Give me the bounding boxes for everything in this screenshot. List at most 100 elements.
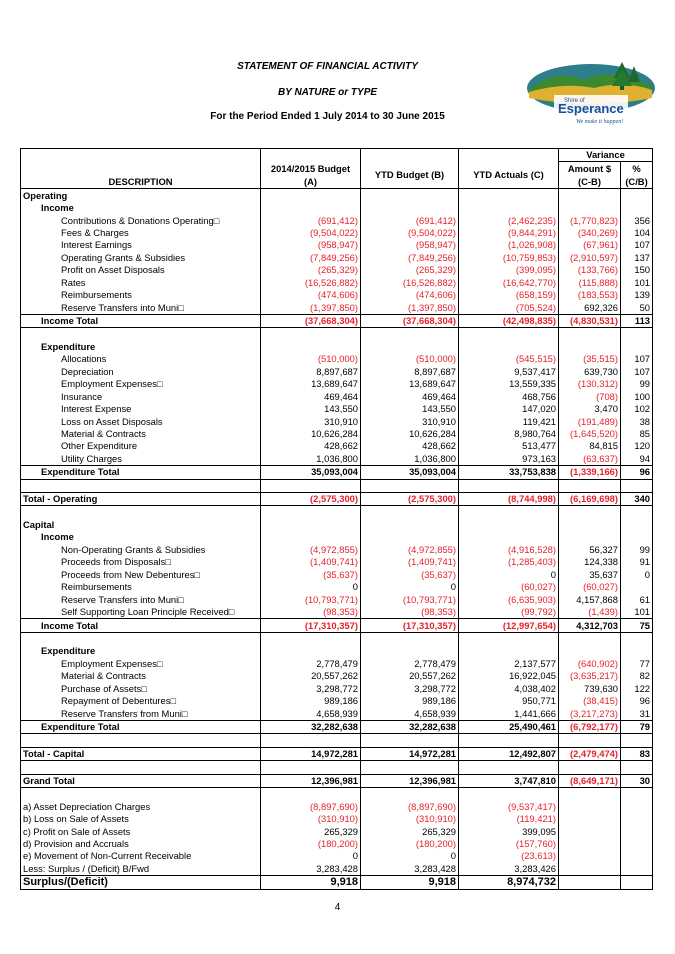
cell-b: 989,186 [360,694,459,708]
cell-c: 8,974,732 [458,875,559,890]
cell-b: 1,036,800 [360,452,459,466]
row-label: Reimbursements [20,288,261,302]
cell-d: 4,157,868 [558,593,621,606]
row-label: Expenditure Total [20,465,261,480]
table-row: Interest Earnings (958,947) (958,947) (1,02… [20,239,654,252]
cell-d: (3,217,273) [558,707,621,721]
row-label: Utility Charges [20,452,261,466]
cell-c [458,632,559,646]
cell-b [360,645,459,658]
cell-b: 265,329 [360,825,459,838]
cell-d: 739,630 [558,682,621,695]
table-row: Expenditure Total 32,282,638 32,282,638 25,… [20,719,654,735]
cell-d: 35,637 [558,568,621,581]
cell-b: (691,412) [360,214,459,227]
cell-e: 122 [620,682,654,695]
cell-a: (37,668,304) [260,313,361,329]
cell-d [558,518,621,532]
row-label: Income Total [20,618,261,633]
table-row [20,479,654,493]
cell-b: 4,658,939 [360,707,459,721]
table-row: Operating [20,188,654,202]
cell-c: 12,492,807 [458,746,559,762]
cell-e [620,327,654,341]
pct-header: % (C/B) [620,161,654,189]
row-label: Depreciation [20,365,261,378]
cell-e [620,733,654,748]
cell-b: (7,849,256) [360,251,459,265]
cell-d: (8,649,171) [558,773,621,789]
cell-c: (6,635,903) [458,593,559,606]
cell-c: 3,283,426 [458,862,559,876]
cell-a: (265,329) [260,264,361,277]
row-label: Contributions & Donations Operating□ [20,214,261,227]
row-label: Proceeds from Disposals□ [20,556,261,569]
cell-a [260,340,361,354]
cell-e: 356 [620,214,654,227]
cell-d: (340,269) [558,226,621,240]
table-row: Operating Grants & Subsidies (7,849,256)(… [20,251,654,265]
cell-c: (10,759,853) [458,251,559,265]
cell-c: (16,642,770) [458,276,559,289]
cell-c: 973,163 [458,452,559,466]
table-row: Expenditure [20,340,654,354]
table-row: Other Expenditure 428,662 428,662 513,477 84… [20,440,654,453]
cell-a [260,479,361,493]
cell-e: 120 [620,440,654,453]
cell-a [260,787,361,801]
cell-a: 12,396,981 [260,773,361,789]
cell-d [558,760,621,775]
cell-b: 14,972,281 [360,746,459,762]
cell-b [360,479,459,493]
row-label: Material & Contracts [20,427,261,441]
cell-a: (9,504,022) [260,226,361,240]
cell-b [360,188,459,202]
cell-a: 469,464 [260,390,361,403]
row-label: Non-Operating Grants & Subsidies [20,543,261,557]
cell-e: 102 [620,402,654,416]
cell-b: (16,526,882) [360,276,459,289]
row-label: c) Profit on Sale of Assets [20,825,261,838]
cell-b [360,340,459,354]
cell-b: 143,550 [360,402,459,416]
cell-b: 20,557,262 [360,670,459,683]
table-row [20,760,654,775]
cell-c: 25,490,461 [458,719,559,735]
cell-a: 13,689,647 [260,378,361,391]
cell-b: (37,668,304) [360,313,459,329]
cell-b: (17,310,357) [360,618,459,633]
table-row: Less: Surplus / (Deficit) B/Fwd 3,283,428… [20,862,654,876]
cell-e [620,850,654,863]
row-label: Material & Contracts [20,670,261,683]
table-row: Self Supporting Loan Principle Received□… [20,605,654,619]
row-label: Employment Expenses□ [20,657,261,671]
cell-d: (115,888) [558,276,621,289]
cell-d: (708) [558,390,621,403]
cell-e [620,201,654,215]
cell-c: 16,922,045 [458,670,559,683]
cell-e [620,837,654,851]
row-label [20,787,261,801]
cell-b: 9,918 [360,875,459,890]
cell-d [558,733,621,748]
budget-header: 2014/2015 Budget (A) [260,161,361,189]
table-row: c) Profit on Sale of Assets 265,329 265,32… [20,825,654,838]
cell-e [620,760,654,775]
logo-name: Esperance [558,101,624,116]
cell-d [558,862,621,876]
cell-e: 100 [620,390,654,403]
cell-e [620,800,654,813]
cell-d [558,505,621,519]
row-label: Repayment of Debentures□ [20,694,261,708]
cell-d: (1,439) [558,605,621,619]
cell-c [458,188,559,202]
shire-of-esperance-logo: Shire of Esperance We make it happen! [527,62,655,125]
table-row [20,787,654,801]
statement-title: STATEMENT OF FINANCIAL ACTIVITY [237,61,418,72]
cell-b: (1,409,741) [360,556,459,569]
cell-a: (1,397,850) [260,301,361,315]
cell-a: 32,282,638 [260,719,361,735]
cell-a: (691,412) [260,214,361,227]
table-row: Expenditure Total 35,093,004 35,093,004 33,… [20,465,654,480]
cell-e [620,188,654,202]
